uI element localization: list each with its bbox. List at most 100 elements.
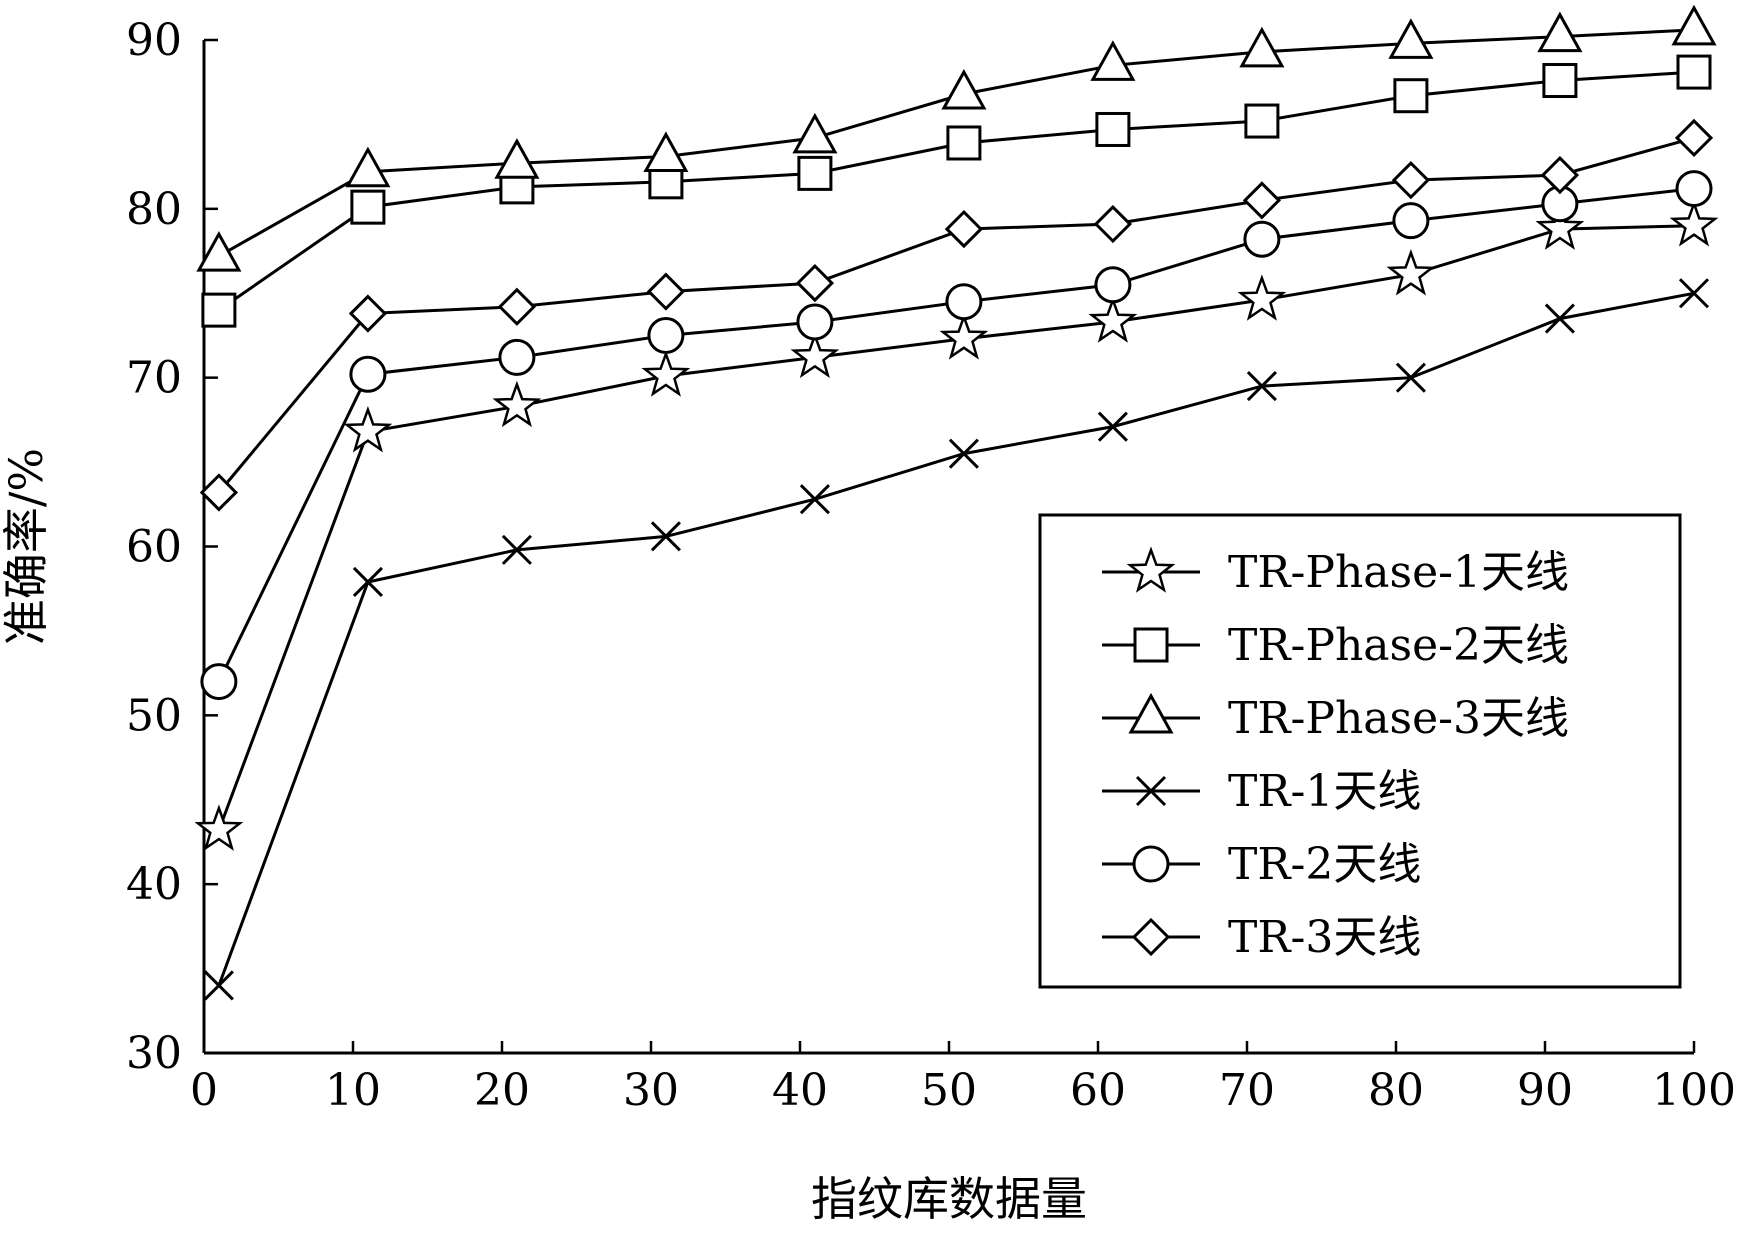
y-tick-label: 30 (126, 1028, 182, 1079)
x-marker (1097, 411, 1128, 442)
x-tick-label: 80 (1368, 1065, 1424, 1116)
square-marker (1393, 78, 1429, 114)
square-marker (946, 125, 982, 161)
y-axis-title: 准确率/% (0, 448, 53, 645)
star-marker (641, 350, 691, 397)
triangle-marker (494, 138, 540, 179)
legend-item: TR-Phase-3天线 (1102, 692, 1569, 744)
square-marker (350, 189, 386, 225)
triangle-marker (1388, 18, 1434, 59)
circle-marker (1675, 170, 1713, 208)
legend-label: TR-Phase-2天线 (1228, 620, 1569, 671)
star-marker (1535, 203, 1585, 250)
y-tick-label: 90 (126, 15, 182, 66)
star-marker (1669, 200, 1719, 247)
y-tick-label: 60 (126, 522, 182, 573)
x-marker (650, 521, 681, 552)
series-x (203, 278, 1710, 1001)
x-tick-label: 30 (623, 1065, 679, 1116)
y-tick-label: 40 (126, 859, 182, 910)
y-tick-label: 70 (126, 353, 182, 404)
x-marker (1246, 371, 1277, 402)
triangle-marker (196, 231, 242, 272)
triangle-marker (941, 68, 987, 110)
circle-marker (1132, 845, 1170, 883)
x-marker-stroke (1097, 411, 1128, 442)
square-marker (201, 292, 237, 328)
x-marker-stroke (948, 438, 979, 469)
triangle-marker (345, 146, 391, 188)
square-marker (1244, 103, 1280, 139)
star-marker (492, 380, 542, 428)
square-marker (1676, 54, 1712, 90)
x-marker-stroke (203, 970, 234, 1001)
x-tick-label: 0 (190, 1065, 218, 1116)
circle-marker (349, 355, 387, 393)
legend-item: TR-Phase-2天线 (1102, 620, 1569, 671)
x-marker (1544, 303, 1575, 334)
diamond-marker (795, 263, 835, 303)
legend-label: TR-Phase-3天线 (1228, 693, 1569, 744)
diamond-marker (1674, 118, 1714, 158)
legend-box (1038, 513, 1682, 989)
star-marker (343, 406, 393, 453)
diamond-marker (199, 473, 239, 512)
triangle-marker (1239, 26, 1285, 68)
series-layer (194, 4, 1719, 1001)
x-marker (799, 484, 830, 515)
square-marker (1095, 111, 1131, 147)
triangle-marker (1537, 11, 1583, 53)
legend-label: TR-2天线 (1228, 839, 1421, 890)
triangle-marker (643, 131, 689, 172)
x-marker (352, 566, 383, 598)
diamond-marker (646, 272, 686, 311)
series-diamond (199, 118, 1714, 512)
star-marker (1237, 274, 1287, 321)
circle-marker (1392, 202, 1430, 240)
x-marker-stroke (1246, 371, 1277, 402)
legend: TR-Phase-1天线 TR-Phase-2天线 TR-Phase-3天线 TR-1… (1038, 513, 1682, 989)
circle-marker (1094, 266, 1132, 304)
x-marker-stroke (799, 484, 830, 515)
x-marker (203, 970, 234, 1001)
x-tick-label: 40 (772, 1065, 828, 1116)
diamond-marker (497, 287, 537, 326)
x-tick-label: 70 (1219, 1065, 1275, 1116)
x-tick-label: 20 (474, 1065, 530, 1116)
star-marker (194, 804, 244, 851)
x-marker-stroke (352, 566, 383, 598)
diamond-marker (1093, 204, 1133, 244)
diamond-marker (1242, 181, 1282, 220)
triangle-marker (1671, 4, 1717, 46)
x-marker-stroke (650, 521, 681, 552)
legend-item: TR-3天线 (1102, 912, 1421, 963)
x-marker (1135, 775, 1167, 807)
circle-marker (796, 303, 834, 341)
star-marker (1088, 296, 1138, 343)
x-marker-stroke (1678, 278, 1710, 309)
triangle-marker (1090, 40, 1136, 81)
star-marker (939, 313, 989, 360)
circle-marker (945, 283, 983, 321)
x-marker-stroke (1544, 303, 1575, 334)
triangle-marker (1128, 692, 1174, 734)
diamond-marker (944, 209, 984, 249)
x-marker-stroke (1395, 362, 1426, 393)
triangle-marker (792, 112, 838, 154)
series-triangle (196, 4, 1717, 272)
x-marker (948, 438, 979, 469)
x-marker (501, 534, 532, 565)
x-axis-title: 指纹库数据量 (811, 1172, 1087, 1226)
x-tick-label: 100 (1652, 1065, 1736, 1116)
diamond-marker (1391, 161, 1431, 200)
circle-marker (1243, 220, 1281, 258)
y-tick-label: 50 (126, 690, 182, 741)
legend-item: TR-2天线 (1102, 839, 1421, 890)
x-marker (1395, 362, 1426, 393)
square-marker (1542, 63, 1578, 99)
legend-item: TR-Phase-1天线 (1102, 546, 1569, 598)
legend-label: TR-3天线 (1228, 912, 1421, 963)
diamond-marker (1131, 917, 1171, 957)
x-tick-label: 10 (325, 1065, 381, 1116)
